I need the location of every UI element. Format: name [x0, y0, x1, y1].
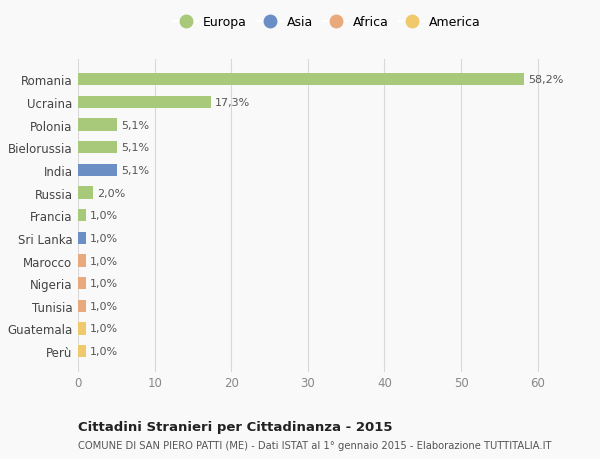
Text: 2,0%: 2,0%: [97, 188, 125, 198]
Bar: [78, 142, 117, 154]
Text: 5,1%: 5,1%: [121, 120, 149, 130]
Text: 1,0%: 1,0%: [89, 211, 118, 221]
Text: COMUNE DI SAN PIERO PATTI (ME) - Dati ISTAT al 1° gennaio 2015 - Elaborazione TU: COMUNE DI SAN PIERO PATTI (ME) - Dati IS…: [78, 440, 551, 450]
Text: Cittadini Stranieri per Cittadinanza - 2015: Cittadini Stranieri per Cittadinanza - 2…: [78, 420, 392, 433]
Bar: [78, 277, 86, 290]
Bar: [78, 164, 117, 177]
Text: 58,2%: 58,2%: [528, 75, 563, 85]
Text: 5,1%: 5,1%: [121, 166, 149, 175]
Text: 1,0%: 1,0%: [89, 256, 118, 266]
Bar: [78, 96, 211, 109]
Text: 1,0%: 1,0%: [89, 347, 118, 356]
Bar: [78, 323, 86, 335]
Legend: Europa, Asia, Africa, America: Europa, Asia, Africa, America: [173, 16, 481, 29]
Text: 1,0%: 1,0%: [89, 324, 118, 334]
Text: 1,0%: 1,0%: [89, 301, 118, 311]
Bar: [78, 119, 117, 132]
Bar: [78, 232, 86, 245]
Bar: [78, 74, 524, 86]
Text: 1,0%: 1,0%: [89, 233, 118, 243]
Bar: [78, 187, 94, 199]
Text: 17,3%: 17,3%: [214, 98, 250, 108]
Bar: [78, 300, 86, 313]
Text: 5,1%: 5,1%: [121, 143, 149, 153]
Bar: [78, 345, 86, 358]
Bar: [78, 255, 86, 267]
Text: 1,0%: 1,0%: [89, 279, 118, 289]
Bar: [78, 209, 86, 222]
